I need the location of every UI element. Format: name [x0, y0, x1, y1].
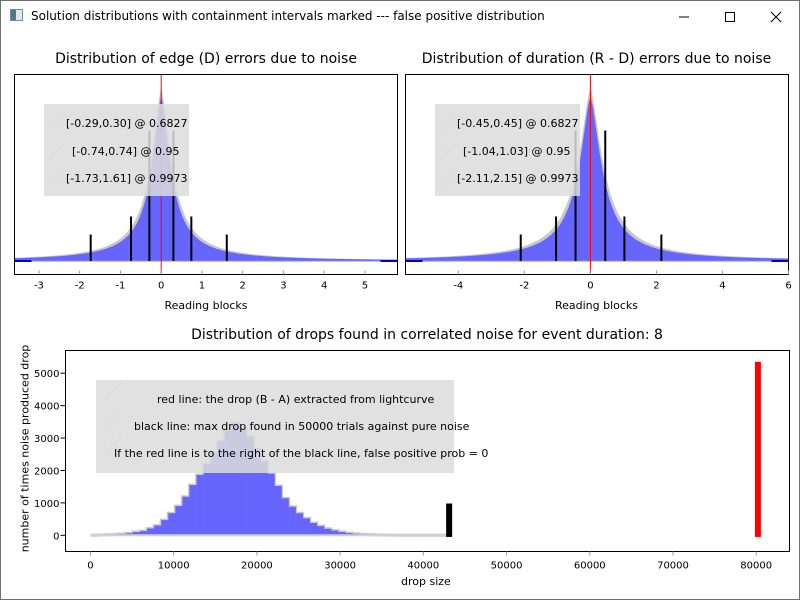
minimize-icon: [679, 16, 689, 18]
histogram-bar: [147, 528, 155, 536]
histogram-area: [405, 97, 789, 262]
legend-entry: [-2.11,2.15] @ 0.9973: [457, 172, 579, 185]
x-tick-label: 20000: [241, 561, 273, 572]
y-tick-label: 4000: [34, 402, 59, 413]
histogram-bar: [210, 452, 219, 536]
edge-errors-xlabel: Reading blocks: [164, 299, 248, 312]
histogram-bar: [345, 533, 353, 536]
edge-errors-title: Distribution of edge (D) errors due to n…: [55, 51, 357, 67]
histogram-bar: [154, 525, 162, 536]
histogram-bar: [260, 461, 268, 536]
x-tick-label: -1: [115, 281, 125, 292]
histogram-bar: [168, 513, 176, 536]
histogram-bar: [295, 513, 303, 536]
close-icon: [770, 11, 782, 23]
histogram-bar: [196, 474, 204, 536]
x-tick-label: -4: [453, 281, 463, 292]
legend-entry: [-1.73,1.61] @ 0.9973: [66, 172, 188, 185]
histogram-bar: [323, 528, 332, 536]
x-tick-label: 10000: [158, 561, 190, 572]
x-tick-label: 50000: [491, 561, 523, 572]
duration-errors-xlabel: Reading blocks: [554, 299, 639, 312]
minimize-button[interactable]: [661, 1, 707, 32]
histogram-bar: [274, 486, 282, 536]
x-tick-label: 0: [587, 281, 593, 292]
plot-frame: [65, 350, 790, 552]
y-tick-label: 3000: [34, 434, 59, 445]
x-tick-label: -2: [519, 281, 529, 292]
legend-entry: red line: the drop (B - A) extracted fro…: [157, 393, 435, 406]
plot-frame: [14, 74, 398, 275]
drops-ylabel: number of times noise produced drop: [18, 344, 32, 553]
histogram-bar: [203, 463, 212, 536]
x-tick-label: 0: [158, 281, 164, 292]
title-bar[interactable]: Solution distributions with containment …: [1, 1, 799, 32]
legend-entry: [-0.29,0.30] @ 0.6827: [66, 117, 188, 130]
histogram-bar: [182, 496, 190, 536]
histogram-bar: [246, 437, 254, 536]
x-tick-label: 3: [280, 281, 286, 292]
y-tick-label: 5000: [34, 369, 59, 380]
drops-chart[interactable]: 0 10000 20000 30000 40000 50000 60000 70000 8000…: [1, 341, 799, 599]
x-tick-label: 2: [653, 281, 659, 292]
histogram-bar: [338, 532, 346, 536]
histogram-bar: [224, 430, 233, 536]
histogram-bar: [309, 522, 318, 536]
x-tick-label: -2: [75, 281, 85, 292]
legend-entry: If the red line is to the right of the b…: [114, 447, 489, 460]
histogram-bar: [253, 449, 261, 536]
histogram-bar: [175, 506, 183, 536]
histogram-bar: [231, 423, 240, 536]
x-tick-label: 70000: [657, 561, 689, 572]
x-tick-label: 2: [239, 281, 245, 292]
histogram-bar: [189, 485, 197, 536]
legend-entry: [-0.45,0.45] @ 0.6827: [457, 117, 579, 130]
legend-entry: [-0.74,0.74] @ 0.95: [72, 145, 180, 158]
histogram-bar: [161, 520, 169, 536]
edge-errors-legend: [-0.29,0.30] @ 0.6827 [-0.74,0.74] @ 0.9…: [44, 104, 189, 196]
drops-xlabel: drop size: [401, 575, 451, 588]
x-tick-label: 40000: [407, 561, 439, 572]
duration-errors-title: Distribution of duration (R - D) errors …: [421, 51, 772, 67]
y-tick-label: 0: [53, 531, 59, 542]
window-title: Solution distributions with containment …: [31, 9, 545, 23]
maximize-button[interactable]: [707, 1, 753, 32]
duration-errors-legend: [-0.45,0.45] @ 0.6827 [-1.04,1.03] @ 0.9…: [435, 104, 580, 196]
legend-entry: [-1.04,1.03] @ 0.95: [463, 145, 571, 158]
x-tick-label: 30000: [324, 561, 356, 572]
drops-title: Distribution of drops found in correlate…: [191, 327, 663, 343]
x-tick-label: 6: [785, 281, 791, 292]
x-tick-label: 80000: [740, 561, 772, 572]
close-button[interactable]: [753, 1, 799, 32]
histogram-bar: [302, 518, 311, 536]
histogram-bar: [316, 526, 325, 536]
lightcurve-drop-line: [754, 361, 761, 537]
histogram-bar: [267, 473, 275, 536]
drops-legend: red line: the drop (B - A) extracted fro…: [96, 380, 488, 473]
y-tick-label: 2000: [34, 466, 59, 477]
y-tick-label: 1000: [34, 499, 59, 510]
x-tick-label: 5: [362, 281, 368, 292]
histogram-bar: [288, 506, 296, 536]
x-tick-label: 0: [87, 561, 93, 572]
histogram-bar: [239, 428, 247, 536]
x-tick-label: 4: [321, 281, 327, 292]
maximize-icon: [725, 12, 735, 22]
legend-entry: black line: max drop found in 50000 tria…: [134, 420, 470, 433]
x-tick-label: 4: [719, 281, 725, 292]
app-window-icon: [10, 9, 23, 21]
histogram-bar: [217, 441, 226, 536]
x-tick-label: -3: [34, 281, 44, 292]
histogram-bar: [139, 531, 148, 536]
x-tick-label: 1: [199, 281, 205, 292]
histogram-bar: [281, 498, 289, 536]
max-noise-drop-line: [446, 503, 453, 537]
histogram-bar: [132, 532, 141, 536]
x-tick-label: 60000: [574, 561, 606, 572]
histogram-bar: [330, 530, 339, 536]
plot-frame: [405, 74, 789, 275]
